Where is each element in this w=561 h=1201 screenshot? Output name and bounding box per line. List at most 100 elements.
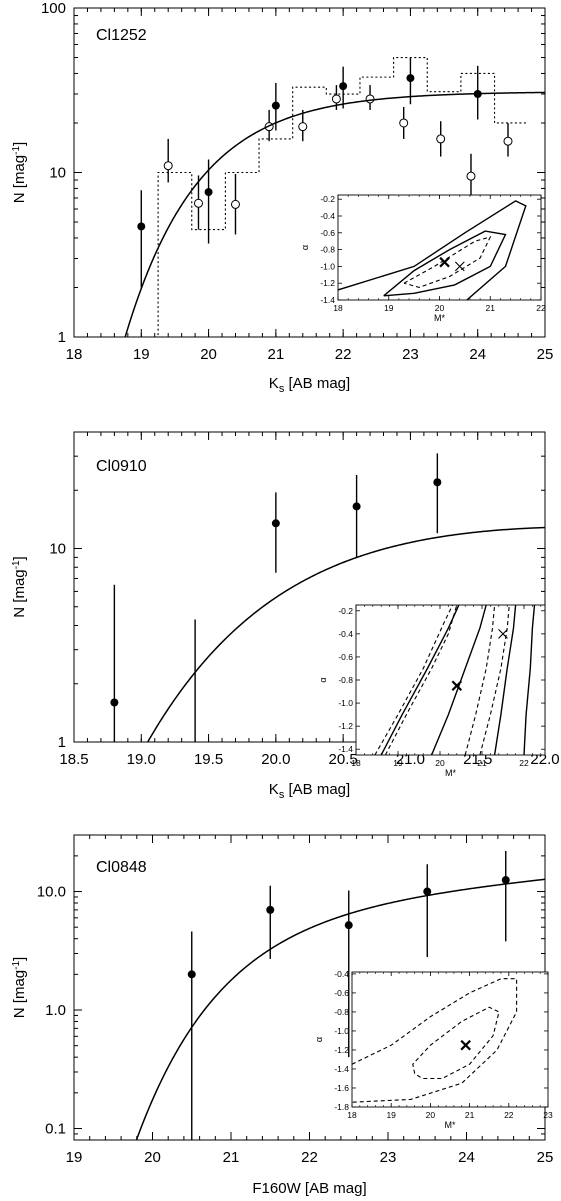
x-tick-label: 24 (469, 346, 486, 363)
x-tick-label: 25 (537, 1149, 554, 1166)
schechter-fit-curve (135, 878, 545, 1140)
data-point-filled (344, 921, 353, 930)
inset-x-tick-label: 20 (435, 303, 445, 313)
inset-frame (351, 971, 549, 1108)
inset-x-tick-label: 22 (504, 1110, 514, 1120)
inset-y-label: α (314, 1037, 324, 1042)
data-point-filled (266, 905, 275, 914)
inset-x-tick-label: 19 (393, 758, 403, 768)
inset-contours (374, 605, 536, 755)
data-point-filled (339, 82, 348, 91)
data-point-filled (501, 876, 510, 885)
data-point-filled (204, 188, 213, 197)
x-tick-label: 20.5 (329, 751, 358, 768)
inset-x-tick-label: 19 (386, 1110, 396, 1120)
data-point-open (436, 134, 446, 144)
best-fit-cross (451, 680, 463, 692)
data-point-open (365, 94, 375, 104)
x-tick-label: 25 (537, 346, 554, 363)
contour-dashed (384, 605, 458, 755)
inset-x-tick-label: 22 (536, 303, 546, 313)
inset-x-tick-label: 18 (347, 1110, 357, 1120)
inset-y-tick-label: -0.6 (320, 228, 335, 238)
plot-area (110, 453, 545, 742)
inset-y-tick-label: -1.0 (338, 698, 353, 708)
panel-cl1252: 18 19 20 21 22 23 24 25 1 10 100 Cl1252 Ks [AB mag] N… (11, 0, 554, 396)
data-point-open (503, 136, 513, 146)
x-tick-label: 23 (380, 1149, 397, 1166)
inset-y-tick-label: -1.4 (320, 295, 335, 305)
inset-x-tick-label: 19 (384, 303, 394, 313)
data-point-filled (423, 887, 432, 896)
plot-area (135, 850, 545, 1140)
x-tick-label: 23 (402, 346, 419, 363)
y-tick-label: 10.0 (37, 884, 66, 901)
inset-y-tick-label: -1.0 (320, 261, 335, 271)
contour-dashed (352, 978, 518, 1103)
inset-y-tick-label: -1.6 (334, 1083, 349, 1093)
x-tick-label: 22 (301, 1149, 318, 1166)
inset-contour-plot: 18 19 20 21 22 -0.2 -0.4 -0.6 -0.8 -1.0 -1.2 -1.4 M*… (318, 604, 546, 778)
inset-x-tick-label: 20 (426, 1110, 436, 1120)
x-tick-label: 18 (66, 346, 83, 363)
inset-background (338, 195, 541, 300)
inset-y-tick-label: -1.4 (334, 1064, 349, 1074)
inset-y-tick-label: -0.4 (334, 969, 349, 979)
x-tick-label: 19 (133, 346, 150, 363)
x-tick-label: 21 (268, 346, 285, 363)
best-fit-cross (460, 1039, 471, 1051)
panel-cl0910: 18.5 19.0 19.5 20.0 20.5 21.0 21.5 22.0110Cl091… (11, 431, 560, 802)
inset-x-tick-label: 23 (543, 1110, 553, 1120)
inset-y-tick-label: -1.4 (338, 744, 353, 754)
contour-solid (338, 200, 527, 300)
x-tick-label: 19 (66, 1149, 83, 1166)
panel-title: Cl0910 (96, 458, 147, 475)
data-point-filled (110, 698, 119, 707)
inset-contours (338, 200, 527, 300)
inset-x-label: M* (445, 1120, 456, 1130)
x-tick-label: 22 (335, 346, 352, 363)
inset-x-tick-label: 20 (435, 758, 445, 768)
y-tick-label: 1 (58, 329, 66, 346)
panel-cl0848: 19 20 21 22 23 24 25 0.1 1.0 10.0 Cl0848 F160W [AB … (11, 834, 554, 1197)
y-axis-label: N [mag-1] (11, 556, 28, 617)
inset-contour-plot: 18 19 20 21 22 -0.2 -0.4 -0.6 -0.8 -1.0 -1.2 -1.4 M*… (300, 194, 546, 323)
data-point-filled (271, 519, 280, 528)
inset-y-tick-label: -1.2 (338, 721, 353, 731)
data-point-open (163, 161, 173, 171)
panel-title: Cl0848 (96, 859, 147, 876)
contour-solid (493, 605, 517, 755)
x-tick-label: 20 (144, 1149, 161, 1166)
inset-x-tick-label: 22 (519, 758, 529, 768)
inset-y-tick-label: -0.2 (338, 606, 353, 616)
x-tick-label: 21 (223, 1149, 240, 1166)
y-tick-label: 1.0 (45, 1002, 66, 1019)
contour-solid (383, 230, 507, 297)
y-axis-label: N [mag-1] (11, 142, 28, 203)
x-axis-label: Ks [AB mag] (269, 781, 350, 802)
plot-frame (73, 431, 546, 743)
inset-y-tick-label: -0.2 (320, 194, 335, 204)
inset-x-tick-label: 21 (465, 1110, 475, 1120)
y-tick-label: 1 (58, 734, 66, 751)
y-tick-label: 10 (49, 165, 66, 182)
inset-y-label: α (318, 677, 328, 682)
inset-background (352, 972, 548, 1107)
inset-x-label: M* (434, 313, 445, 323)
x-tick-label: 20.0 (261, 751, 290, 768)
inset-x-tick-label: 21 (477, 758, 487, 768)
inset-y-tick-label: -0.4 (338, 629, 353, 639)
x-axis-label: Ks [AB mag] (269, 375, 350, 396)
schechter-fit-curve (124, 91, 545, 337)
x-tick-label: 20 (200, 346, 217, 363)
y-tick-label: 100 (41, 0, 66, 17)
inset-y-tick-label: -0.8 (320, 245, 335, 255)
contour-dashed (403, 236, 492, 288)
contour-dashed (374, 605, 454, 755)
best-fit-cross (454, 261, 465, 272)
contour-solid (380, 605, 460, 755)
inset-x-tick-label: 18 (333, 303, 343, 313)
inset-contours (352, 978, 518, 1103)
y-tick-label: 10 (49, 540, 66, 557)
